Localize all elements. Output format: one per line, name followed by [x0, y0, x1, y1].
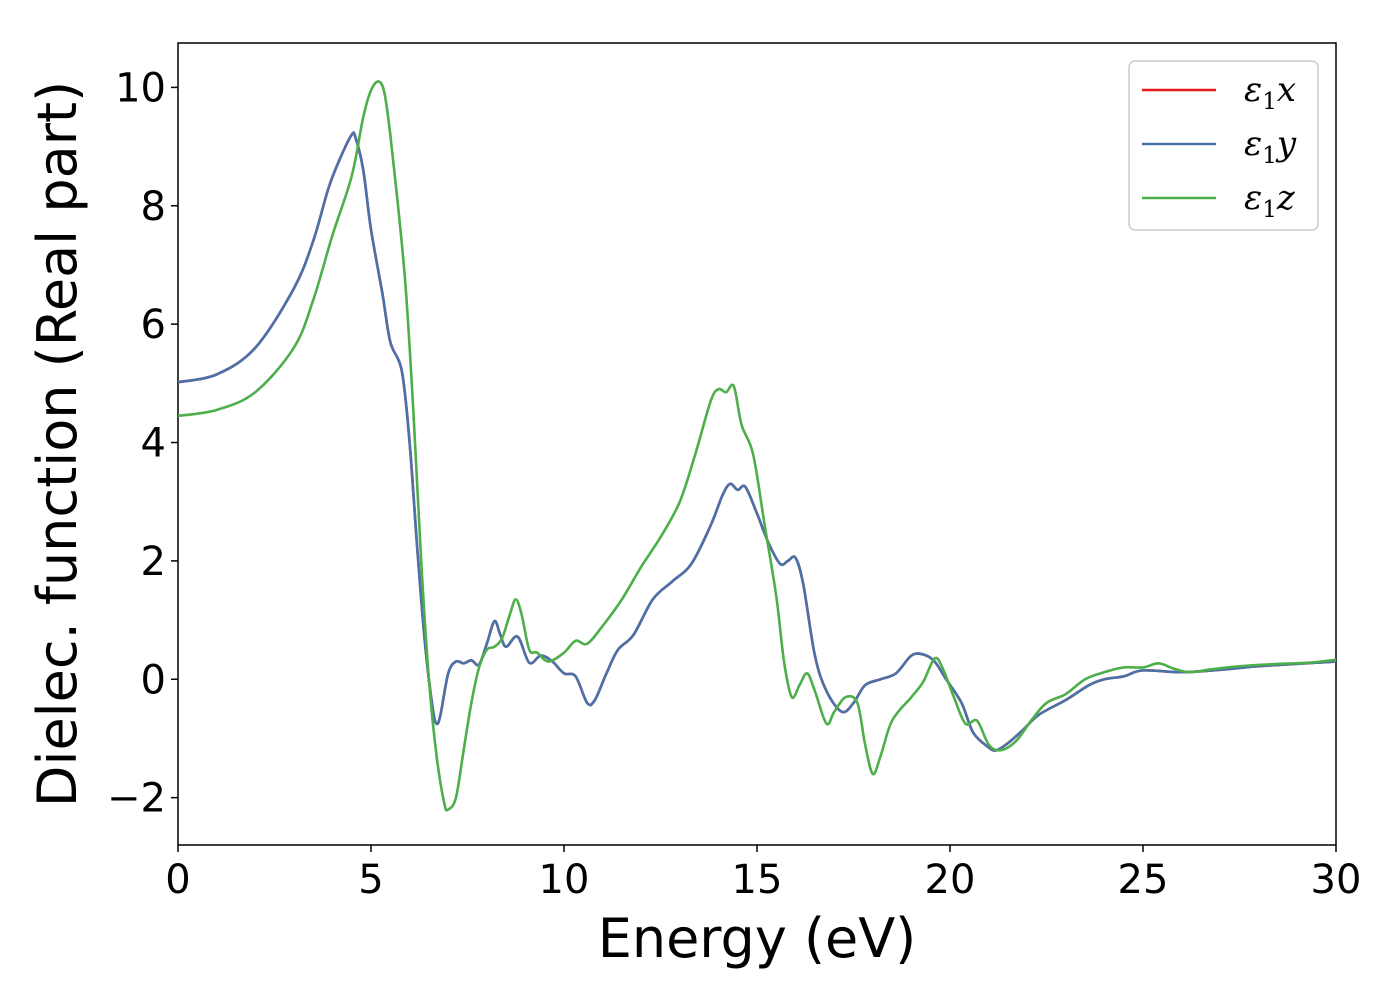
x-tick-label: 15 — [732, 857, 783, 903]
x-axis: 0 5 10 15 20 25 30 — [165, 845, 1361, 903]
y-tick-label: 8 — [141, 184, 166, 230]
legend-label-eps1-z: ε1z — [1244, 178, 1296, 223]
y-tick-label: 0 — [141, 657, 166, 703]
series-layer — [178, 80, 1336, 812]
x-tick-label: 0 — [165, 857, 190, 903]
x-tick-label: 20 — [925, 857, 976, 903]
x-tick-label: 30 — [1311, 857, 1362, 903]
y-tick-label: 2 — [141, 539, 166, 585]
y-tick-label: 10 — [115, 65, 166, 111]
series-line-eps1-z — [178, 80, 1336, 812]
x-axis-title: Energy (eV) — [598, 907, 917, 970]
y-axis: −2 0 2 4 6 8 10 — [107, 65, 178, 822]
legend-frame — [1128, 60, 1319, 231]
y-tick-label: 4 — [141, 421, 166, 467]
y-tick-label: 6 — [141, 302, 166, 348]
legend-label-eps1-y: ε1y — [1244, 124, 1297, 169]
y-tick-label: −2 — [107, 776, 166, 822]
series-line-eps1-y — [178, 131, 1336, 752]
legend-label-eps1-x: ε1x — [1244, 70, 1296, 115]
y-axis-title: Dielec. function (Real part) — [26, 81, 89, 807]
x-tick-label: 10 — [539, 857, 590, 903]
legend: ε1x ε1y ε1z — [1128, 60, 1319, 231]
x-tick-label: 5 — [358, 857, 383, 903]
x-tick-label: 25 — [1118, 857, 1169, 903]
